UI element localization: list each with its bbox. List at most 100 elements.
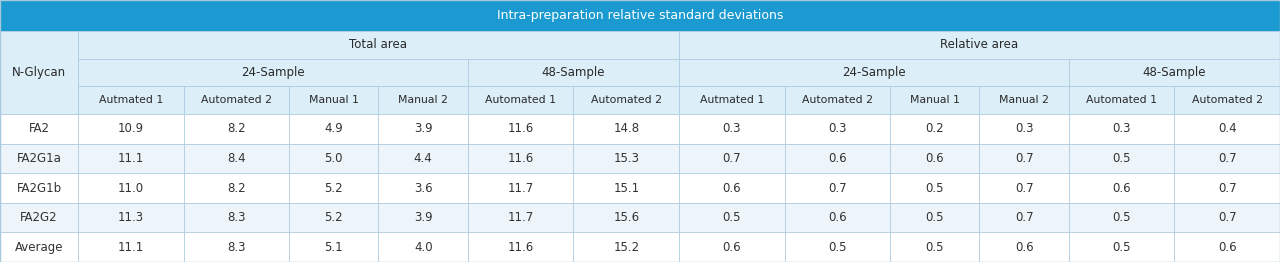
Bar — [1175, 203, 1280, 232]
Text: FA2G1a: FA2G1a — [17, 152, 61, 165]
Bar — [1069, 85, 1175, 114]
Bar — [0, 0, 1280, 31]
Bar — [573, 203, 678, 232]
Bar — [183, 114, 289, 144]
Bar — [468, 85, 573, 114]
Text: 0.6: 0.6 — [1015, 241, 1033, 254]
Text: 0.5: 0.5 — [828, 241, 846, 254]
Text: Manual 1: Manual 1 — [308, 95, 358, 105]
Text: 0.3: 0.3 — [828, 122, 846, 135]
Bar — [78, 85, 183, 114]
Text: 11.6: 11.6 — [508, 122, 534, 135]
Bar — [183, 85, 289, 114]
Bar — [183, 173, 289, 203]
Text: 5.2: 5.2 — [324, 182, 343, 194]
Text: 11.3: 11.3 — [118, 211, 143, 224]
Bar — [678, 114, 785, 144]
Text: 11.0: 11.0 — [118, 182, 143, 194]
Bar — [78, 203, 183, 232]
Text: 0.7: 0.7 — [1015, 152, 1033, 165]
Bar — [0, 31, 78, 114]
Text: 11.7: 11.7 — [508, 182, 534, 194]
Bar — [785, 114, 890, 144]
Text: 0.3: 0.3 — [722, 122, 741, 135]
Text: Autmated 1: Autmated 1 — [700, 95, 764, 105]
Bar — [573, 173, 678, 203]
Text: 0.7: 0.7 — [828, 182, 846, 194]
Bar — [890, 144, 979, 173]
Text: 8.2: 8.2 — [227, 122, 246, 135]
Text: 15.1: 15.1 — [613, 182, 639, 194]
Text: 14.8: 14.8 — [613, 122, 639, 135]
Text: 0.5: 0.5 — [925, 211, 945, 224]
Bar — [979, 85, 1069, 114]
Bar — [785, 232, 890, 262]
Text: 11.6: 11.6 — [508, 241, 534, 254]
Bar — [183, 203, 289, 232]
Text: 3.9: 3.9 — [413, 211, 433, 224]
Bar — [78, 59, 468, 85]
Text: 0.5: 0.5 — [1112, 211, 1132, 224]
Text: 0.6: 0.6 — [1219, 241, 1236, 254]
Text: Automated 1: Automated 1 — [1087, 95, 1157, 105]
Bar — [78, 173, 183, 203]
Text: 15.2: 15.2 — [613, 241, 639, 254]
Bar — [468, 203, 573, 232]
Text: 8.4: 8.4 — [227, 152, 246, 165]
Text: 5.1: 5.1 — [324, 241, 343, 254]
Bar — [678, 144, 785, 173]
Bar — [678, 85, 785, 114]
Text: 4.9: 4.9 — [324, 122, 343, 135]
Text: 0.7: 0.7 — [1015, 182, 1033, 194]
Bar — [678, 59, 1069, 85]
Bar — [379, 173, 468, 203]
Text: Relative area: Relative area — [941, 39, 1019, 51]
Bar — [78, 31, 678, 59]
Text: Automated 2: Automated 2 — [801, 95, 873, 105]
Bar — [0, 114, 78, 144]
Text: 0.6: 0.6 — [1112, 182, 1132, 194]
Text: Intra-preparation relative standard deviations: Intra-preparation relative standard devi… — [497, 9, 783, 22]
Bar — [890, 173, 979, 203]
Bar — [1175, 173, 1280, 203]
Bar — [785, 173, 890, 203]
Bar — [979, 232, 1069, 262]
Bar — [0, 173, 78, 203]
Text: 5.2: 5.2 — [324, 211, 343, 224]
Bar — [890, 114, 979, 144]
Text: Average: Average — [15, 241, 63, 254]
Bar — [678, 203, 785, 232]
Text: Automated 2: Automated 2 — [201, 95, 271, 105]
Text: Automated 2: Automated 2 — [591, 95, 662, 105]
Bar — [1069, 173, 1175, 203]
Text: FA2G1b: FA2G1b — [17, 182, 61, 194]
Bar — [785, 144, 890, 173]
Bar — [979, 114, 1069, 144]
Text: 48-Sample: 48-Sample — [1143, 66, 1206, 79]
Bar — [1175, 85, 1280, 114]
Text: 8.2: 8.2 — [227, 182, 246, 194]
Text: 11.7: 11.7 — [508, 211, 534, 224]
Bar — [289, 232, 379, 262]
Text: 24-Sample: 24-Sample — [241, 66, 305, 79]
Bar — [573, 144, 678, 173]
Text: 5.0: 5.0 — [325, 152, 343, 165]
Text: 0.7: 0.7 — [722, 152, 741, 165]
Text: 3.9: 3.9 — [413, 122, 433, 135]
Text: 15.3: 15.3 — [613, 152, 639, 165]
Bar — [468, 232, 573, 262]
Text: 0.7: 0.7 — [1015, 211, 1033, 224]
Text: 15.6: 15.6 — [613, 211, 639, 224]
Bar — [468, 114, 573, 144]
Bar — [573, 232, 678, 262]
Text: Manual 1: Manual 1 — [910, 95, 960, 105]
Text: 0.3: 0.3 — [1015, 122, 1033, 135]
Bar — [183, 144, 289, 173]
Text: 0.6: 0.6 — [722, 241, 741, 254]
Bar — [0, 232, 78, 262]
Bar — [979, 144, 1069, 173]
Bar — [78, 114, 183, 144]
Text: 24-Sample: 24-Sample — [842, 66, 906, 79]
Text: 10.9: 10.9 — [118, 122, 143, 135]
Bar — [1175, 232, 1280, 262]
